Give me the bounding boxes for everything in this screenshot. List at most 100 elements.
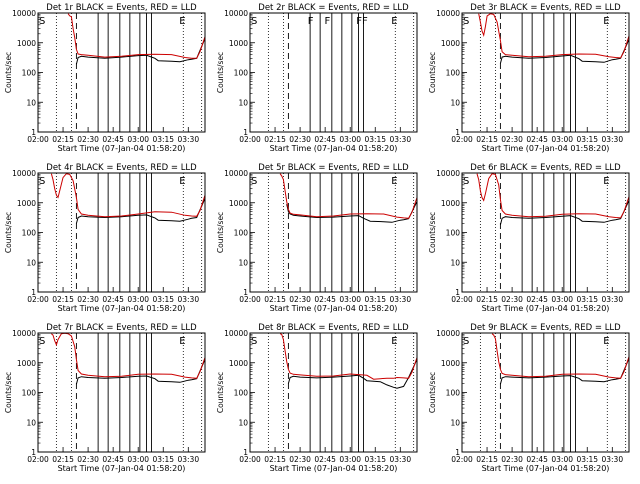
- series-events-line: [499, 39, 630, 64]
- y-tick-label: 10000: [12, 9, 36, 18]
- series-events-line: [499, 200, 630, 226]
- y-axis-label: Counts/sec: [428, 372, 437, 413]
- y-tick-label: 1: [243, 128, 248, 137]
- y-tick-label: 100: [22, 69, 37, 78]
- panel-title: Det 5r BLACK = Events, RED = LLD: [258, 163, 409, 173]
- plot-frame: [461, 172, 630, 293]
- x-tick-label: 02:00: [27, 135, 49, 144]
- y-axis-label: Counts/sec: [428, 52, 437, 93]
- y-tick-label: 1: [455, 288, 460, 297]
- y-axis-label: Counts/sec: [428, 212, 437, 253]
- panel-title: Det 4r BLACK = Events, RED = LLD: [46, 163, 197, 173]
- series-lld-line: [279, 173, 418, 219]
- x-tick-label: 02:45: [102, 455, 124, 464]
- y-tick-label: 100: [446, 69, 461, 78]
- plot-frame: [37, 12, 206, 133]
- x-tick-label: 02:30: [289, 135, 311, 144]
- series-lld-line: [51, 332, 206, 379]
- x-tick-label: 02:15: [264, 295, 286, 304]
- x-axis-label: Start Time (07-Jan-04 01:58:20): [270, 464, 398, 473]
- x-tick-label: 03:00: [127, 295, 149, 304]
- segment-marker-label: E: [179, 176, 185, 187]
- segment-marker-label: E: [179, 16, 185, 27]
- panel-title: Det 8r BLACK = Events, RED = LLD: [258, 323, 409, 333]
- y-tick-label: 10000: [436, 169, 460, 178]
- x-tick-label: 02:30: [501, 135, 523, 144]
- x-tick-label: 02:45: [526, 135, 548, 144]
- x-tick-label: 03:30: [389, 295, 411, 304]
- y-tick-label: 100: [234, 389, 249, 398]
- panel-title: Det 6r BLACK = Events, RED = LLD: [470, 163, 621, 173]
- x-tick-label: 03:15: [152, 295, 174, 304]
- x-tick-label: 03:00: [551, 295, 573, 304]
- y-tick-label: 100: [234, 69, 249, 78]
- x-tick-label: 02:00: [239, 295, 261, 304]
- segment-marker-label: FF: [356, 16, 368, 27]
- x-tick-label: 02:30: [289, 295, 311, 304]
- y-tick-label: 10: [26, 98, 36, 107]
- segment-marker-label: E: [391, 176, 397, 187]
- segment-marker-label: S: [463, 336, 469, 347]
- segment-marker-label: E: [603, 336, 609, 347]
- x-tick-label: 03:00: [551, 455, 573, 464]
- x-tick-label: 03:00: [339, 295, 361, 304]
- y-tick-label: 10000: [436, 9, 460, 18]
- x-axis-label: Start Time (07-Jan-04 01:58:20): [58, 144, 186, 153]
- x-tick-label: 02:00: [27, 455, 49, 464]
- x-tick-label: 02:30: [77, 135, 99, 144]
- x-tick-label: 03:30: [389, 135, 411, 144]
- series-lld-line: [67, 13, 206, 59]
- segment-marker-label: S: [463, 16, 469, 27]
- x-tick-label: 03:00: [127, 135, 149, 144]
- y-tick-label: 10000: [436, 329, 460, 338]
- x-tick-label: 02:30: [77, 295, 99, 304]
- panel-title: Det 9r BLACK = Events, RED = LLD: [470, 323, 621, 333]
- x-tick-label: 03:15: [152, 455, 174, 464]
- segment-marker-label: S: [251, 336, 257, 347]
- x-axis-label: Start Time (07-Jan-04 01:58:20): [482, 144, 610, 153]
- series-events-line: [499, 358, 630, 385]
- y-tick-label: 10000: [224, 329, 248, 338]
- y-tick-label: 1000: [441, 39, 460, 48]
- y-tick-label: 1: [455, 448, 460, 457]
- x-tick-label: 02:45: [314, 455, 336, 464]
- y-tick-label: 1000: [229, 199, 248, 208]
- y-axis-label: Counts/sec: [216, 372, 225, 413]
- x-tick-label: 03:15: [576, 135, 598, 144]
- x-tick-label: 03:15: [576, 455, 598, 464]
- y-tick-label: 10000: [224, 9, 248, 18]
- segment-marker-label: E: [603, 16, 609, 27]
- x-tick-label: 02:15: [52, 295, 74, 304]
- y-tick-label: 10: [238, 98, 248, 107]
- y-tick-label: 100: [446, 229, 461, 238]
- segment-marker-label: S: [39, 16, 45, 27]
- plot-frame: [37, 332, 206, 453]
- x-tick-label: 03:30: [389, 455, 411, 464]
- segment-marker-label: S: [39, 336, 45, 347]
- x-tick-label: 02:45: [314, 135, 336, 144]
- y-axis-label: Counts/sec: [216, 52, 225, 93]
- x-tick-label: 02:00: [451, 455, 473, 464]
- segment-marker-label: E: [179, 336, 185, 347]
- segment-marker-label: E: [391, 16, 397, 27]
- y-axis-label: Counts/sec: [4, 212, 13, 253]
- y-tick-label: 100: [446, 389, 461, 398]
- x-tick-label: 02:00: [239, 455, 261, 464]
- y-tick-label: 1: [31, 448, 36, 457]
- y-tick-label: 100: [22, 229, 37, 238]
- x-tick-label: 02:45: [526, 455, 548, 464]
- x-tick-label: 02:00: [239, 135, 261, 144]
- x-tick-label: 02:00: [451, 135, 473, 144]
- y-tick-label: 10: [450, 258, 460, 267]
- y-tick-label: 10: [238, 418, 248, 427]
- segment-marker-label: S: [463, 176, 469, 187]
- x-axis-label: Start Time (07-Jan-04 01:58:20): [482, 464, 610, 473]
- y-tick-label: 10: [450, 98, 460, 107]
- segment-marker-label: E: [603, 176, 609, 187]
- segment-marker-label: F: [308, 16, 314, 27]
